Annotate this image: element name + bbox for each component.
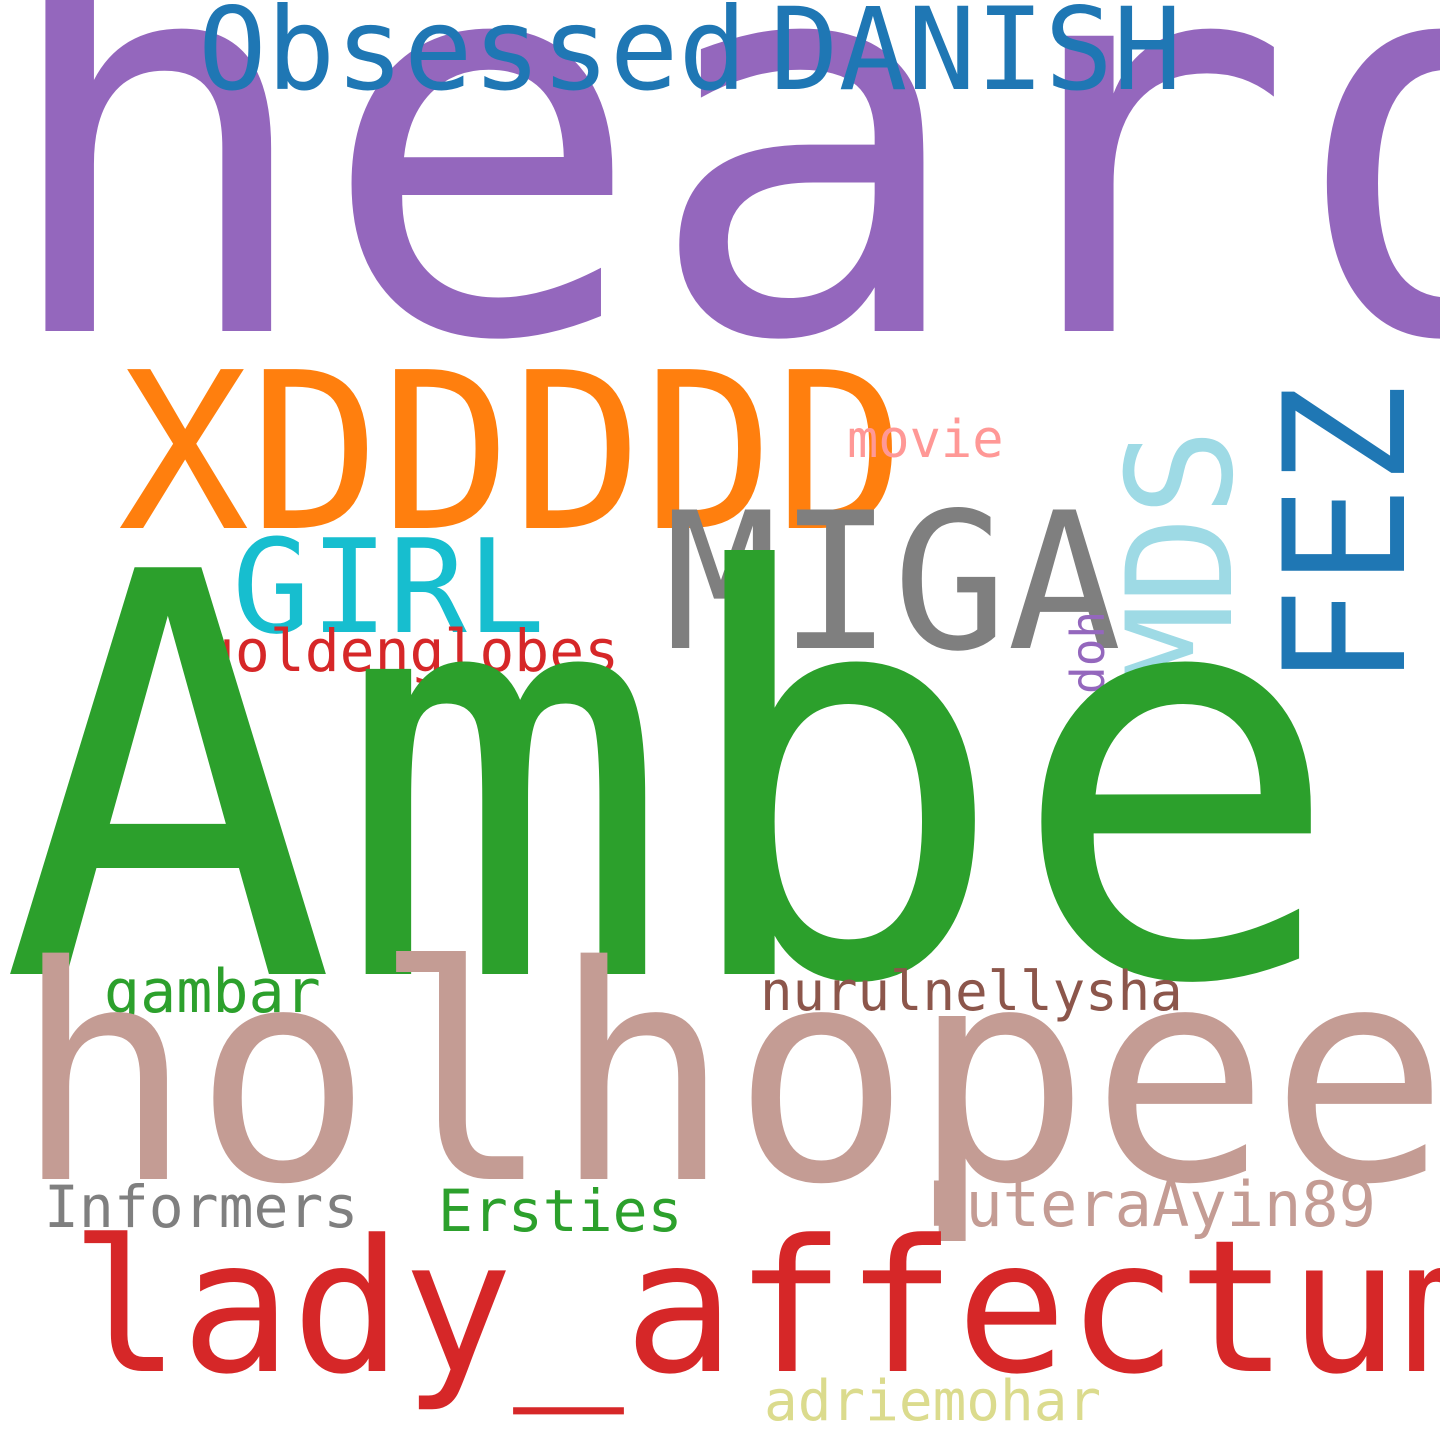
word-gambar: gambar: [104, 957, 321, 1027]
word-nurulnellysha: nurulnellysha: [760, 960, 1183, 1023]
word-obsessed: Obsessed: [198, 0, 748, 116]
word-holhopeee: holhopeee: [14, 903, 1440, 1250]
word-puteraayin89: PuteraAyin89: [928, 1168, 1376, 1241]
word-adriemohar: adriemohar: [764, 1369, 1102, 1434]
word-informers: Informers: [44, 1173, 359, 1241]
word-amber: Amber: [0, 456, 1440, 1106]
word-girl: GIRL: [232, 511, 546, 663]
word-danish: DANISH: [770, 0, 1182, 116]
word-xddddd: XDDDDD: [118, 327, 906, 580]
word-goldenglobes: goldenglobes: [200, 617, 620, 685]
word-miga: MIGA: [664, 472, 1122, 693]
word-lady-affectum: lady_affectum: [70, 1201, 1440, 1415]
word-heard: heard: [0, 0, 1440, 459]
word-movie: movie: [847, 410, 1004, 470]
word-ersties: Ersties: [438, 1177, 683, 1245]
